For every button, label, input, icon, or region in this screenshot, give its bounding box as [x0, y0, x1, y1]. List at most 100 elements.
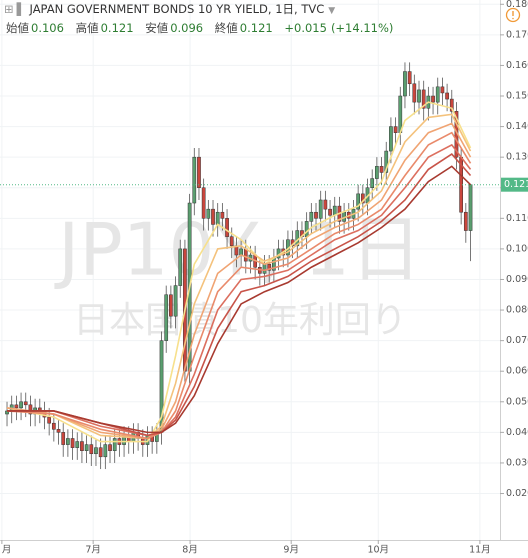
candle-body — [412, 83, 417, 103]
candle-body — [243, 248, 248, 262]
y-tick-label: 0.180 — [506, 0, 528, 10]
candle-body — [375, 166, 379, 179]
x-tick-label: 11月 — [469, 545, 491, 556]
candle-body — [225, 218, 229, 237]
y-tick-label: 0.080 — [506, 305, 528, 316]
candle-body — [323, 199, 328, 210]
candle-body — [229, 236, 234, 247]
y-tick-label: 0.100 — [506, 243, 528, 254]
candle-body — [356, 193, 360, 210]
candle-body — [314, 211, 318, 219]
dropdown-icon[interactable]: ▼ — [328, 6, 336, 16]
y-tick-label: 0.090 — [506, 274, 528, 285]
candle-body — [103, 444, 108, 458]
x-tick-label: 9月 — [283, 545, 299, 556]
ribbon-line — [6, 131, 472, 440]
y-tick-label: 0.170 — [506, 29, 528, 40]
y-tick-label: 0.150 — [506, 91, 528, 102]
y-tick-label: 0.050 — [506, 396, 528, 407]
candle-body — [435, 86, 440, 103]
candle-body — [70, 438, 75, 448]
high-value: 0.121 — [100, 21, 134, 35]
candle-body — [309, 211, 314, 222]
open-label: 始値 — [6, 21, 29, 35]
candle-body — [384, 150, 389, 173]
candle-body — [173, 285, 178, 317]
drag-handle[interactable]: ▌ — [16, 2, 26, 16]
change-percent: (+14.11%) — [330, 21, 394, 35]
chart-title: JAPAN GOVERNMENT BONDS 10 YR YIELD, 1日, … — [29, 2, 325, 16]
ribbon-line — [7, 153, 472, 437]
last-price-box — [501, 177, 528, 192]
y-tick-label: 0.020 — [506, 488, 528, 499]
candle-body — [445, 92, 449, 100]
y-tick-label: 0.160 — [506, 60, 528, 71]
candle-body — [61, 432, 66, 445]
candle-body — [220, 211, 225, 219]
candle-body — [379, 166, 384, 173]
candle-body — [56, 429, 61, 433]
candle-body — [94, 447, 98, 455]
candle-body — [201, 187, 206, 219]
candle-body — [440, 86, 445, 94]
candle-body — [463, 211, 468, 231]
candle-body — [178, 248, 183, 286]
candle-body — [23, 401, 28, 406]
candle-body — [328, 208, 332, 216]
candle-body — [389, 126, 393, 152]
candle-body — [215, 211, 220, 225]
expand-icon[interactable]: ⊞ — [4, 2, 14, 16]
x-tick-label: 7月 — [85, 545, 101, 556]
candle-body — [66, 438, 70, 445]
low-label: 安値 — [145, 21, 169, 35]
low-value: 0.096 — [170, 21, 204, 35]
candle-body — [332, 205, 337, 216]
candle-body — [112, 438, 117, 451]
candle-body — [19, 401, 23, 409]
last-price-label: 0.121 — [504, 179, 528, 190]
candle-body — [267, 263, 272, 271]
legend-ohlc-row: 始値 0.106 高値 0.121 安値 0.096 終値 0.121 +0.015 (+… — [0, 19, 500, 38]
y-tick-label: 0.030 — [506, 457, 528, 468]
x-tick-label: 月 — [2, 545, 12, 556]
candle-body — [89, 444, 94, 455]
open-value: 0.106 — [31, 21, 64, 35]
y-tick-label: 0.070 — [506, 335, 528, 346]
high-label: 高値 — [75, 21, 99, 35]
y-tick-label: 0.140 — [506, 121, 528, 132]
candle-body — [84, 444, 89, 451]
candle-body — [51, 422, 56, 430]
candle-body — [318, 199, 323, 219]
candle-body — [370, 178, 375, 188]
candle-body — [75, 441, 80, 448]
candle-body — [108, 444, 112, 451]
candle-body — [14, 404, 19, 409]
candle-body — [28, 404, 33, 415]
alert-icon[interactable] — [505, 7, 521, 23]
candle-body — [211, 208, 215, 225]
candle-body — [262, 263, 267, 274]
y-tick-label: 0.130 — [506, 152, 528, 163]
close-value: 0.121 — [239, 21, 273, 35]
candle-body — [192, 156, 197, 204]
candle-body — [398, 95, 403, 133]
candle-body — [80, 441, 84, 451]
candle-body — [407, 71, 412, 85]
y-tick-label: 0.110 — [506, 213, 528, 224]
candle-body — [417, 89, 421, 103]
legend: ⊞ ▌ JAPAN GOVERNMENT BONDS 10 YR YIELD, 1日… — [0, 0, 500, 38]
candle-body — [403, 71, 407, 97]
candle-body — [449, 98, 454, 112]
candle-body — [164, 294, 169, 341]
y-tick-label: 0.060 — [506, 366, 528, 377]
alert-icon-dot — [512, 17, 514, 20]
candle-body — [421, 89, 426, 109]
candle-body — [47, 416, 52, 424]
candle-body — [197, 156, 201, 188]
candle-body — [169, 294, 173, 317]
ribbon-line — [7, 165, 472, 434]
x-tick-label: 10月 — [367, 545, 389, 556]
candle-body — [206, 208, 211, 219]
close-label: 終値 — [214, 21, 238, 35]
